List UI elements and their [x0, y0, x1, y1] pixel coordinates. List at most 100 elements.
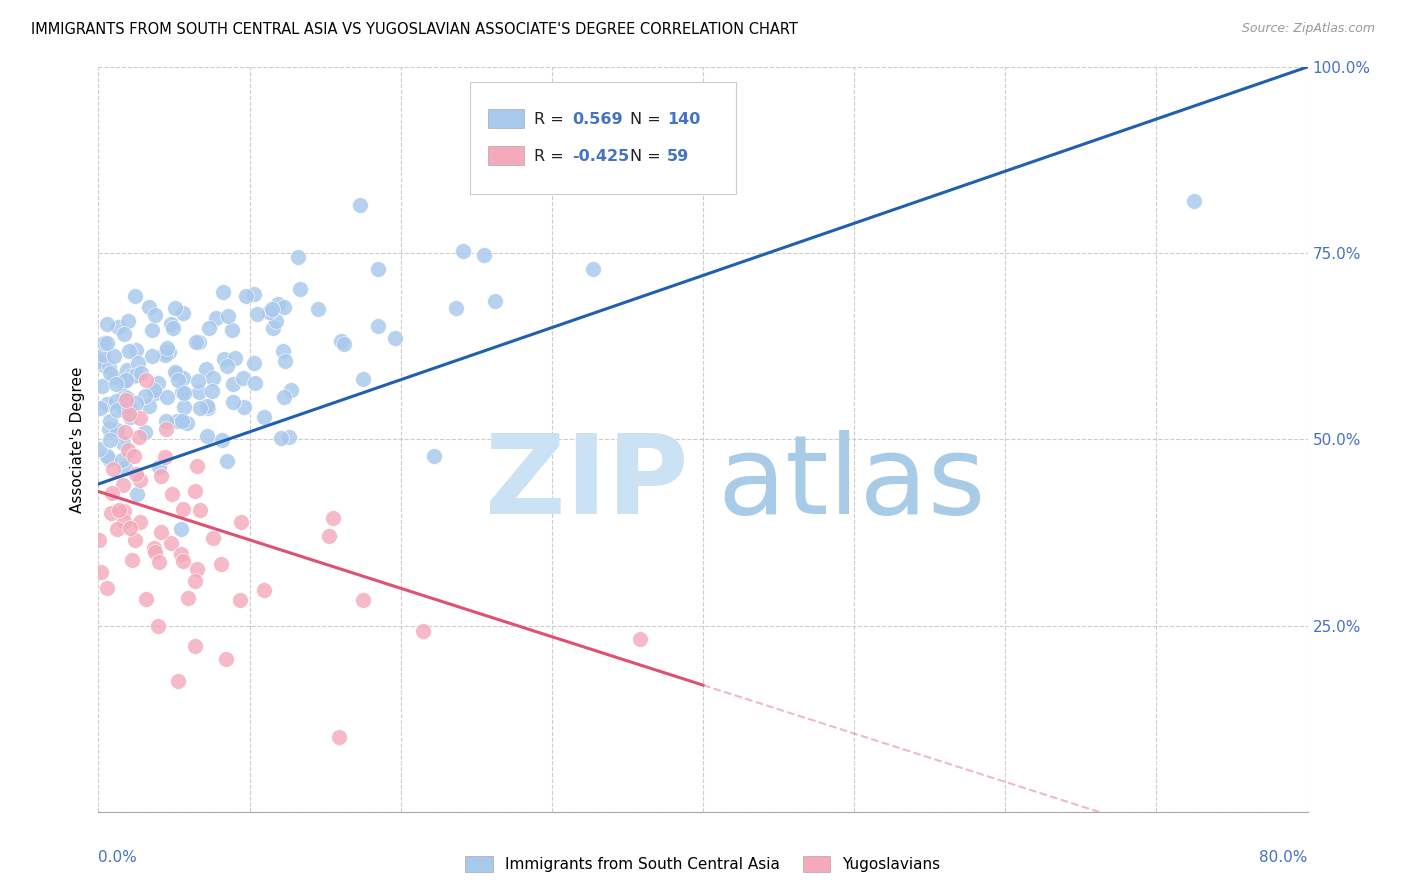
Point [125, 396, 148, 410]
Point [195, 400, 218, 414]
Point [124, 369, 146, 384]
Point [134, 389, 156, 403]
Text: 0.569: 0.569 [572, 112, 623, 127]
Point [118, 410, 141, 425]
Point [135, 373, 157, 387]
Point [96, 335, 118, 350]
Point [96, 449, 118, 463]
Point [157, 344, 180, 359]
Point [143, 545, 166, 559]
Point [98, 433, 121, 447]
Point [115, 373, 138, 387]
Point [172, 501, 194, 516]
Point [124, 533, 146, 548]
Point [273, 300, 295, 314]
Point [194, 362, 217, 376]
Point [104, 370, 127, 384]
Point [143, 383, 166, 397]
Point [155, 450, 177, 464]
Point [224, 351, 246, 365]
Point [115, 392, 138, 406]
Point [89, 354, 111, 368]
Point [93, 336, 115, 351]
Point [111, 478, 134, 492]
Point [155, 414, 177, 428]
Point [160, 535, 183, 549]
Text: -0.425: -0.425 [572, 149, 630, 164]
FancyBboxPatch shape [488, 146, 524, 165]
Y-axis label: Associate's Degree: Associate's Degree [69, 366, 84, 513]
Point [423, 450, 446, 464]
Point [184, 639, 207, 653]
Point [97, 422, 120, 436]
Text: Source: ZipAtlas.com: Source: ZipAtlas.com [1241, 22, 1375, 36]
Point [115, 363, 138, 377]
Point [232, 371, 254, 385]
Text: 140: 140 [666, 112, 700, 127]
Point [253, 409, 276, 424]
Point [125, 487, 148, 501]
Point [412, 624, 434, 638]
Point [155, 342, 177, 356]
Point [188, 385, 211, 400]
Point [474, 248, 496, 262]
Point [172, 306, 194, 320]
Point [318, 529, 340, 543]
Point [162, 321, 184, 335]
Point [280, 383, 302, 397]
Point [205, 310, 228, 325]
Point [484, 294, 506, 309]
Point [288, 282, 311, 296]
Point [186, 459, 208, 474]
Point [221, 323, 243, 337]
Point [229, 515, 252, 529]
Point [117, 443, 139, 458]
Point [143, 385, 166, 400]
Point [105, 377, 128, 392]
Point [129, 515, 152, 529]
Point [114, 460, 136, 475]
Point [384, 331, 406, 345]
Text: IMMIGRANTS FROM SOUTH CENTRAL ASIA VS YUGOSLAVIAN ASSOCIATE'S DEGREE CORRELATION: IMMIGRANTS FROM SOUTH CENTRAL ASIA VS YU… [31, 22, 797, 37]
Point [156, 390, 179, 404]
Point [211, 433, 233, 447]
Point [197, 401, 219, 415]
Point [222, 395, 245, 409]
Point [120, 368, 142, 383]
Point [153, 348, 176, 362]
Point [232, 401, 254, 415]
Point [118, 407, 141, 421]
Point [167, 674, 190, 689]
Point [100, 486, 122, 500]
Point [96, 397, 118, 411]
Point [103, 349, 125, 363]
Legend: Immigrants from South Central Asia, Yugoslavians: Immigrants from South Central Asia, Yugo… [458, 848, 948, 880]
Point [628, 632, 651, 647]
Point [90, 379, 112, 393]
Point [173, 386, 195, 401]
Text: N =: N = [630, 149, 661, 164]
Point [87, 442, 110, 456]
Point [176, 416, 198, 430]
Point [148, 618, 170, 632]
Point [253, 582, 276, 597]
Point [105, 393, 128, 408]
Point [188, 401, 211, 415]
Point [198, 320, 221, 334]
Point [117, 314, 139, 328]
Point [124, 289, 146, 303]
Point [184, 484, 207, 499]
Point [166, 367, 188, 381]
Point [148, 376, 170, 391]
Point [271, 344, 294, 359]
Point [96, 317, 118, 331]
Point [172, 371, 194, 385]
Point [262, 321, 284, 335]
Point [307, 302, 329, 317]
Point [235, 289, 257, 303]
Point [195, 429, 218, 443]
Point [143, 308, 166, 322]
Point [257, 304, 280, 318]
Point [172, 553, 194, 567]
Point [107, 319, 129, 334]
